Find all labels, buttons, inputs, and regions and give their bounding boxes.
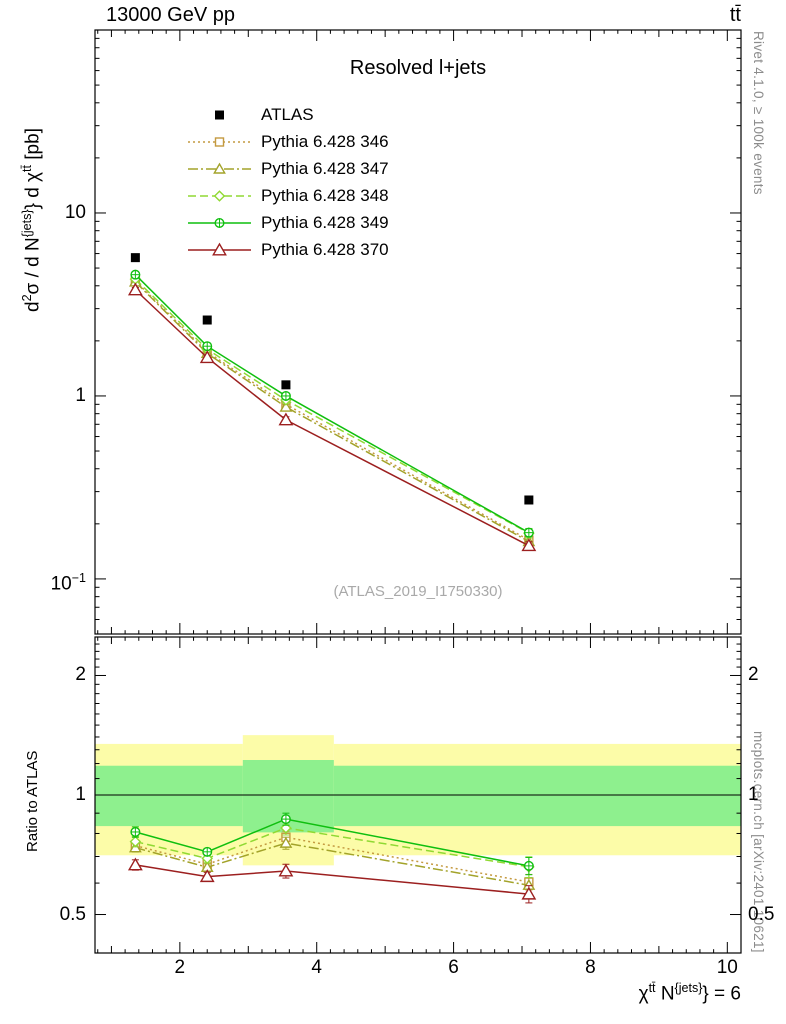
ratio-series-pythia-6.428-349	[130, 812, 534, 876]
legend-label: Pythia 6.428 346	[261, 131, 389, 151]
legend-marker-icon	[188, 189, 251, 202]
process-label: tt̄	[729, 4, 741, 26]
uncertainty-bands	[95, 735, 741, 866]
legend-item: Pythia 6.428 349	[186, 209, 389, 236]
legend-item: Pythia 6.428 346	[186, 128, 389, 155]
legend-label: ATLAS	[261, 104, 314, 124]
legend-label: Pythia 6.428 349	[261, 212, 389, 232]
x-axis-title: χtt̄ N{jets}} = 6	[638, 981, 741, 1005]
legend-label: Pythia 6.428 348	[261, 185, 389, 205]
main-series-pythia-6.428-370	[127, 282, 537, 552]
mcplots-attribution-note: mcplots.cern.ch [arXiv:2401.10621]	[751, 731, 766, 953]
plot-title: Resolved l+jets	[349, 57, 487, 79]
legend-marker-icon	[215, 110, 224, 119]
legend-item: Pythia 6.428 370	[186, 236, 389, 263]
main-series-pythia-6.428-347	[128, 275, 536, 547]
legend-marker-icon	[188, 217, 251, 228]
legend-marker-icon	[188, 136, 251, 147]
ratio-series-pythia-6.428-370	[127, 857, 537, 904]
y-axis-title: d2σ / d N{jets}} d χtt̄ [pb]	[20, 128, 44, 312]
rivet-version-note: Rivet 4.1.0, ≥ 100k events	[751, 31, 766, 195]
analysis-watermark: (ATLAS_2019_I1750330)	[333, 583, 503, 600]
main-series-pythia-6.428-349	[130, 269, 534, 538]
legend-marker-icon	[188, 242, 251, 256]
main-series-pythia-6.428-348	[129, 273, 535, 539]
legend-label: Pythia 6.428 370	[261, 239, 389, 259]
legend-item: Pythia 6.428 347	[186, 155, 389, 182]
legend-item: ATLAS	[186, 101, 389, 128]
beam-energy-label: 13000 GeV pp	[106, 4, 235, 26]
main-series-atlas	[130, 253, 534, 505]
ratio-series-pythia-6.428-347	[128, 836, 536, 894]
legend-item: Pythia 6.428 348	[186, 182, 389, 209]
legend-marker-icon	[188, 162, 251, 174]
legend-label: Pythia 6.428 347	[261, 158, 389, 178]
ratio-y-axis-title: Ratio to ATLAS	[24, 750, 41, 852]
axis-ticks	[95, 30, 742, 953]
main-series-pythia-6.428-346	[130, 276, 534, 545]
legend: ATLAS Pythia 6.428 346 Pythia 6.428 347 Pyt…	[186, 101, 389, 263]
